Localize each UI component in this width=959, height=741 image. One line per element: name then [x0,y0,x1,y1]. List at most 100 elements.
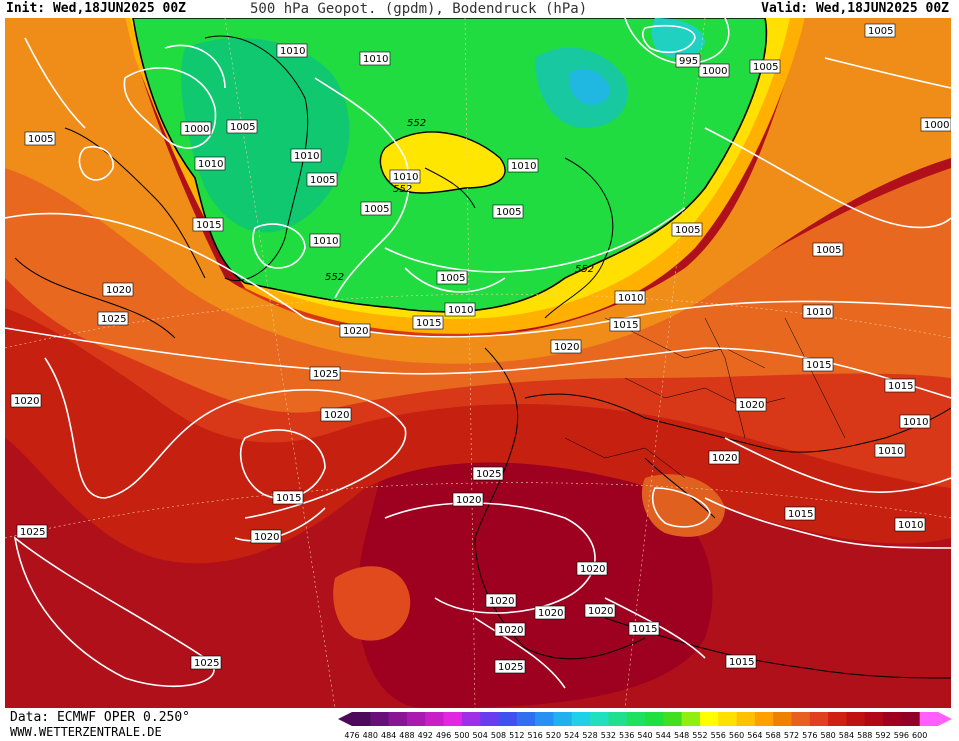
svg-text:1010: 1010 [878,446,903,457]
legend-label: 544 [656,731,671,740]
isobar-label: 1015 [272,490,304,505]
isobar-label: 1015 [412,315,444,330]
svg-text:1010: 1010 [448,305,473,316]
svg-text:1020: 1020 [580,564,605,575]
isobar-label: 1005 [671,222,703,237]
isobar-label: 1005 [492,204,524,219]
legend-swatch [608,712,628,726]
legend-label: 488 [399,731,414,740]
isobar-label: 1005 [812,242,844,257]
legend-swatch [791,712,811,726]
isobar-label: 1010 [874,443,906,458]
isobar-label: 1010 [507,158,539,173]
legend-swatch [370,712,390,726]
svg-text:1010: 1010 [313,236,338,247]
legend-label: 492 [418,731,433,740]
svg-text:1010: 1010 [903,417,928,428]
legend-label: 580 [820,731,835,740]
legend-label: 564 [747,731,762,740]
data-source-label: Data: ECMWF OPER 0.250° [10,710,191,725]
svg-text:1025: 1025 [101,314,126,325]
legend-labels: 476 480 484 488 492 496 500 504 508 512 516 520 524 5… [344,731,927,740]
geopot-label: 552 [325,272,344,283]
coastlines [14,35,951,679]
svg-text:1005: 1005 [868,26,893,37]
legend-swatch [864,712,884,726]
map-footer: Data: ECMWF OPER 0.250° WWW.WETTERZENTRA… [0,708,959,741]
legend-label: 500 [454,731,469,740]
svg-text:1000: 1000 [702,66,727,77]
svg-text:1005: 1005 [310,175,335,186]
isobar-label: 1000 [180,121,212,136]
geopot-label: 552 [575,264,594,275]
legend-swatch [663,712,683,726]
svg-text:1010: 1010 [294,151,319,162]
isobar-label: 1000 [920,117,951,132]
isobar-label: 1020 [534,605,566,620]
svg-text:1020: 1020 [538,608,563,619]
isobar-label: 1025 [16,524,48,539]
legend-swatch [919,712,939,726]
isobar-label: 1020 [494,622,526,637]
isobar-label: 1010 [899,414,931,429]
svg-text:1025: 1025 [313,369,338,380]
isobar-label: 1010 [290,148,322,163]
isobar-label: 1020 [102,282,134,297]
legend-label: 496 [436,731,451,740]
legend-label: 520 [546,731,561,740]
legend-swatch [406,712,426,726]
legend-label: 484 [381,731,396,740]
legend-label: 584 [839,731,854,740]
legend-swatch [443,712,463,726]
svg-text:1015: 1015 [788,509,813,520]
isobar-label: 1020 [708,450,740,465]
svg-text:1020: 1020 [106,285,131,296]
isobar-label: 1020 [250,529,282,544]
svg-text:1005: 1005 [675,225,700,236]
isobar-label: 1010 [359,51,391,66]
isobar-label: 1020 [485,593,517,608]
svg-text:1020: 1020 [739,400,764,411]
svg-text:1005: 1005 [230,122,255,133]
legend-label: 548 [674,731,689,740]
isobar-label: 1015 [725,654,757,669]
website-label: WWW.WETTERZENTRALE.DE [10,725,162,739]
height-field-blob-1 [333,566,411,641]
legend-swatch [626,712,646,726]
geopot-label: 552 [393,184,412,195]
legend-label: 536 [619,731,634,740]
svg-text:1025: 1025 [20,527,45,538]
isobar-label: 1015 [784,506,816,521]
svg-text:1020: 1020 [498,625,523,636]
legend-swatch [883,712,902,726]
svg-text:1020: 1020 [324,410,349,421]
svg-text:1000: 1000 [184,124,209,135]
svg-text:1020: 1020 [489,596,514,607]
legend-swatch [846,712,866,726]
isobar-label: 1010 [309,233,341,248]
legend-swatch [571,712,591,726]
isobar-label: 1015 [802,357,834,372]
svg-text:1010: 1010 [363,54,388,65]
svg-text:995: 995 [679,56,698,67]
isobar-label: 1005 [864,23,896,38]
svg-text:1005: 1005 [364,204,389,215]
legend-label: 560 [729,731,744,740]
legend-swatch [553,712,573,726]
svg-text:1025: 1025 [476,469,501,480]
svg-text:1010: 1010 [511,161,536,172]
svg-text:1005: 1005 [496,207,521,218]
svg-text:1010: 1010 [898,520,923,531]
legend-swatch [736,712,756,726]
height-field-564 [5,18,951,364]
svg-text:1020: 1020 [14,396,39,407]
svg-text:1015: 1015 [806,360,831,371]
svg-text:1015: 1015 [276,493,301,504]
svg-text:1005: 1005 [753,62,778,73]
legend-swatch [590,712,609,726]
isobar-label: 1010 [802,304,834,319]
isobar-label: 1010 [894,517,926,532]
svg-text:1015: 1015 [613,320,638,331]
legend-label: 516 [527,731,542,740]
legend-swatch [388,712,408,726]
